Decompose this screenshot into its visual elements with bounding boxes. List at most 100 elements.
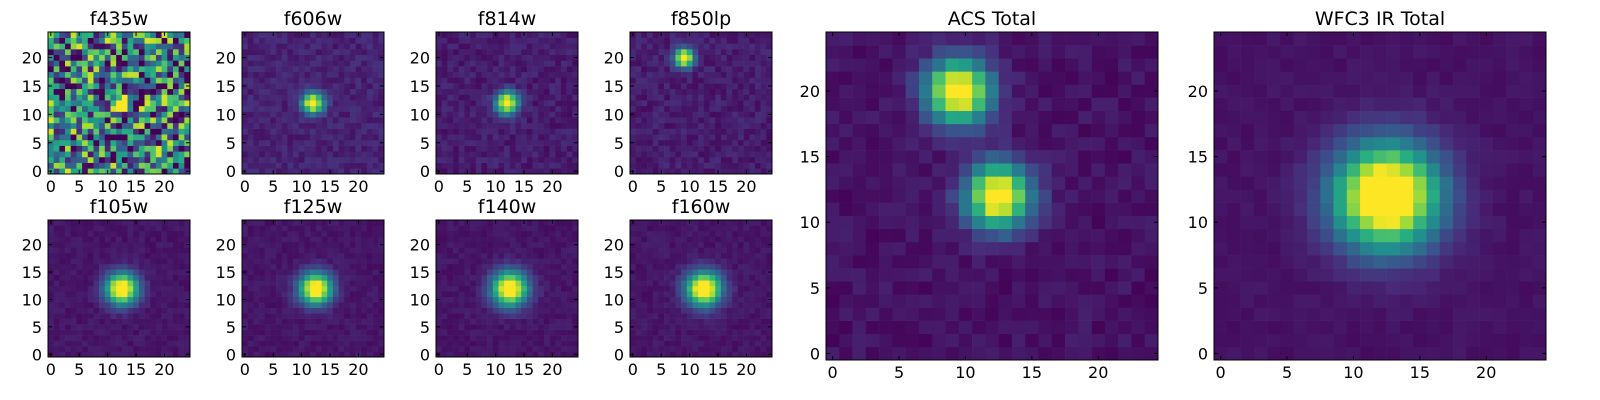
heatmap-cell (715, 88, 722, 95)
heatmap-cell (372, 122, 379, 129)
heatmap-cell (652, 145, 659, 152)
heatmap-cell (737, 49, 744, 56)
heatmap-cell (48, 302, 54, 308)
heatmap-cell (475, 230, 482, 237)
heatmap-cell (349, 335, 356, 341)
heatmap-cell (441, 241, 448, 248)
heatmap-cell (692, 324, 699, 330)
heatmap-cell (458, 291, 465, 298)
heatmap-cell (538, 88, 545, 95)
heatmap-cell (338, 307, 345, 314)
heatmap-cell (709, 269, 716, 276)
heatmap-cell (104, 241, 111, 248)
heatmap-cell (447, 139, 454, 146)
heatmap-cell (155, 285, 162, 292)
heatmap-cell (675, 32, 682, 38)
heatmap-cell (310, 111, 317, 118)
heatmap-cell (293, 128, 300, 135)
heatmap-cell (116, 335, 123, 341)
heatmap-cell (332, 241, 339, 248)
heatmap-cell (692, 77, 699, 84)
heatmap-cell (344, 220, 351, 226)
heatmap-cell (504, 71, 511, 78)
heatmap-cell (743, 117, 750, 124)
heatmap-cell (48, 60, 54, 67)
heatmap-cell (692, 346, 699, 352)
heatmap-cell (470, 274, 477, 281)
heatmap-cell (270, 122, 277, 129)
heatmap-cell (121, 162, 128, 169)
heatmap-cell (281, 168, 288, 175)
heatmap-cell (709, 54, 716, 61)
heatmap-cell (470, 128, 477, 135)
heatmap-cell (652, 291, 659, 298)
heatmap-cell (93, 43, 100, 50)
heatmap-cell (521, 128, 528, 135)
heatmap-cell (116, 296, 123, 303)
heatmap-cell (560, 37, 567, 44)
heatmap-cell (692, 335, 699, 341)
heatmap-cell (110, 220, 117, 226)
heatmap-cell (82, 318, 89, 325)
heatmap-cell (555, 117, 562, 124)
heatmap-cell (760, 351, 767, 358)
heatmap-cell (242, 230, 248, 237)
heatmap-cell (116, 307, 123, 314)
heatmap-cell (161, 66, 168, 73)
heatmap-cell (167, 318, 174, 325)
heatmap-cell (293, 94, 300, 101)
heatmap-cell (566, 225, 573, 232)
heatmap-cell (76, 247, 83, 254)
heatmap-cell (635, 307, 642, 314)
heatmap-cell (715, 128, 722, 135)
heatmap-cell (76, 105, 83, 112)
heatmap-cell (549, 60, 556, 67)
heatmap-cell (349, 241, 356, 248)
heatmap-cell (470, 252, 477, 259)
heatmap-cell (293, 313, 300, 319)
heatmap-cell (470, 269, 477, 276)
heatmap-cell (492, 302, 499, 308)
heatmap-cell (487, 43, 494, 50)
heatmap-cell (264, 302, 271, 308)
heatmap-cell (87, 220, 94, 226)
heatmap-cell (344, 247, 351, 254)
heatmap-cell (372, 258, 379, 265)
heatmap-cell (276, 285, 283, 292)
heatmap-cell (715, 324, 722, 330)
heatmap-cell (259, 60, 266, 67)
heatmap-cell (121, 66, 128, 73)
heatmap-cell (327, 252, 334, 259)
heatmap-cell (630, 117, 636, 124)
heatmap-cell (703, 105, 710, 112)
heatmap-cell (749, 66, 756, 73)
heatmap-cell (133, 60, 140, 67)
heatmap-cell (344, 346, 351, 352)
heatmap-cell (121, 236, 128, 243)
heatmap-cell (270, 225, 277, 232)
heatmap-cell (53, 71, 60, 78)
heatmap-cell (242, 291, 248, 298)
heatmap-cell (720, 111, 727, 118)
heatmap-cell (242, 346, 248, 352)
heatmap-cell (470, 111, 477, 118)
heatmap-cell (760, 329, 767, 336)
heatmap-cell (726, 54, 733, 61)
heatmap-cell (121, 329, 128, 336)
heatmap-cell (652, 117, 659, 124)
heatmap-cell (549, 49, 556, 56)
heatmap-cell (310, 258, 317, 265)
heatmap-cell (161, 134, 168, 141)
heatmap-cell (681, 43, 688, 50)
heatmap-cell (692, 269, 699, 276)
heatmap-cell (681, 60, 688, 67)
heatmap-cell (172, 156, 179, 163)
heatmap-cell (178, 296, 185, 303)
heatmap-cell (686, 111, 693, 118)
heatmap-cell (87, 324, 94, 330)
heatmap-cell (703, 274, 710, 281)
heatmap-cell (749, 280, 756, 287)
heatmap-cell (332, 139, 339, 146)
heatmap-cell (475, 291, 482, 298)
heatmap-cell (349, 100, 356, 107)
